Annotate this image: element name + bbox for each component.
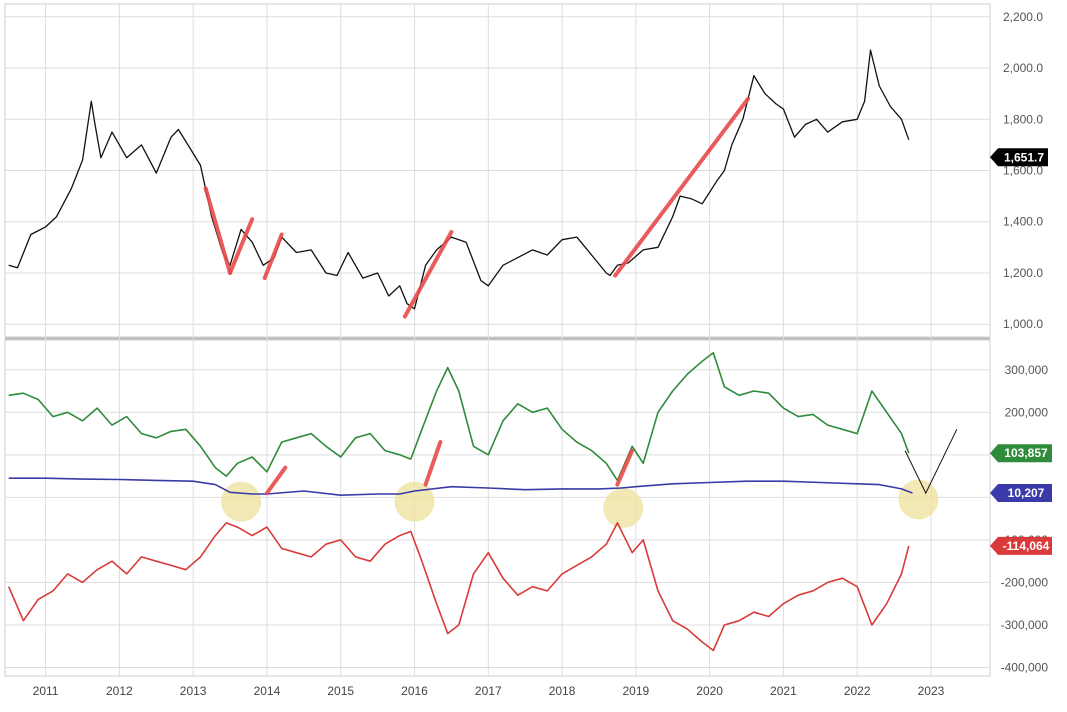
x-tick-label: 2018 — [549, 684, 576, 698]
grid — [4, 3, 991, 677]
blue-last-value-badge — [990, 484, 1052, 503]
highlight-circle — [394, 481, 435, 522]
commercial-line — [8, 351, 910, 482]
positions-y-tick-label: 300,000 — [1005, 363, 1049, 377]
positions-frame — [4, 339, 991, 677]
x-tick-label: 2017 — [475, 684, 502, 698]
positions-y-tick-label: -200,000 — [1001, 575, 1049, 589]
price-y-tick-label: 2,000.0 — [1003, 61, 1043, 75]
x-tick-label: 2012 — [106, 684, 133, 698]
highlight-circle — [898, 479, 939, 520]
price-y-tick-label: 1,600.0 — [1003, 164, 1043, 178]
forecast-line — [904, 429, 958, 495]
x-tick-label: 2020 — [696, 684, 723, 698]
red-last-value-label: -114,064 — [1003, 539, 1050, 553]
x-tick-label: 2016 — [401, 684, 428, 698]
positions-annotation-stroke — [423, 440, 443, 487]
green-last-value-badge — [990, 444, 1052, 463]
price-annotation-stroke — [203, 186, 233, 275]
x-tick-label: 2014 — [254, 684, 281, 698]
price-last-value-label: 1,651.7 — [1004, 150, 1044, 164]
price-y-tick-label: 1,000.0 — [1003, 317, 1043, 331]
red-last-value-badge — [990, 536, 1052, 555]
price-annotation-stroke — [228, 217, 255, 275]
x-tick-label: 2011 — [33, 684, 59, 698]
price-line — [8, 49, 910, 310]
x-tick-label: 2022 — [844, 684, 871, 698]
positions-annotation-stroke — [615, 448, 635, 487]
price-annotation-stroke — [402, 229, 454, 319]
axes: 2011 2012 2013 2014 2015 2016 2017 2018 2019 2020… — [33, 10, 1052, 698]
x-tick-label: 2021 — [770, 684, 797, 698]
x-tick-label: 2015 — [327, 684, 354, 698]
green-last-value-label: 103,857 — [1004, 446, 1048, 460]
positions-y-tick-label: 200,000 — [1005, 405, 1049, 419]
blue-last-value-label: 10,207 — [1008, 486, 1045, 500]
price-annotation-stroke — [613, 96, 750, 278]
price-annotation-stroke — [262, 232, 284, 281]
positions-annotation-stroke — [264, 465, 288, 496]
price-panel — [8, 49, 910, 319]
positions-panel — [7, 351, 958, 652]
highlight-circle — [221, 481, 262, 522]
price-y-tick-label: 2,200.0 — [1003, 10, 1043, 24]
price-last-value-badge — [990, 148, 1048, 167]
highlight-circle — [603, 488, 644, 528]
x-tick-label: 2019 — [622, 684, 649, 698]
price-y-tick-label: 1,200.0 — [1003, 266, 1043, 280]
x-tick-label: 2013 — [180, 684, 207, 698]
x-tick-label: 2023 — [918, 684, 945, 698]
positions-y-tick-label: -400,000 — [1001, 660, 1049, 674]
positions-y-tick-label: -300,000 — [1001, 618, 1049, 632]
price-y-tick-label: 1,400.0 — [1003, 215, 1043, 229]
small-traders-line — [8, 477, 913, 497]
price-y-tick-label: 1,800.0 — [1003, 112, 1043, 126]
large-speculators-line — [7, 522, 910, 652]
